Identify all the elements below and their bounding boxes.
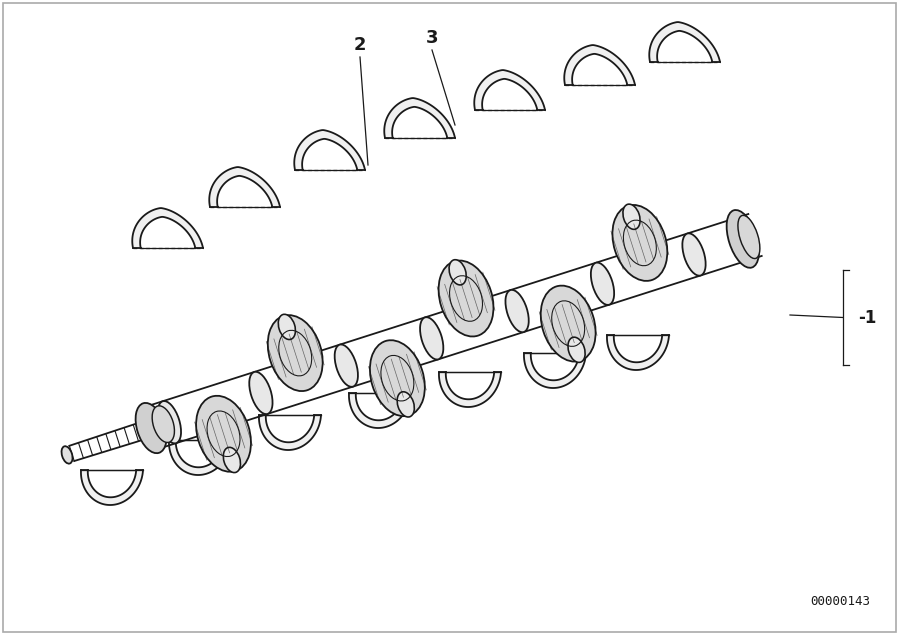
- Text: 3: 3: [426, 29, 438, 47]
- Ellipse shape: [682, 233, 706, 276]
- Ellipse shape: [196, 396, 251, 472]
- Ellipse shape: [152, 406, 175, 443]
- Ellipse shape: [623, 204, 640, 229]
- Ellipse shape: [249, 371, 273, 414]
- Ellipse shape: [726, 210, 759, 268]
- Text: 00000143: 00000143: [810, 595, 870, 608]
- Ellipse shape: [591, 263, 614, 305]
- Ellipse shape: [158, 401, 181, 443]
- Polygon shape: [564, 45, 635, 85]
- Ellipse shape: [278, 314, 295, 340]
- Ellipse shape: [506, 290, 528, 332]
- Polygon shape: [439, 372, 501, 407]
- Polygon shape: [259, 415, 321, 450]
- Polygon shape: [294, 130, 365, 170]
- Ellipse shape: [568, 337, 585, 363]
- Ellipse shape: [612, 205, 667, 281]
- Polygon shape: [384, 98, 455, 138]
- Polygon shape: [210, 167, 280, 207]
- Polygon shape: [524, 353, 586, 388]
- Polygon shape: [349, 393, 411, 428]
- Text: -1: -1: [858, 309, 877, 327]
- Polygon shape: [474, 70, 545, 110]
- Ellipse shape: [335, 344, 358, 387]
- Polygon shape: [607, 335, 669, 370]
- Ellipse shape: [223, 447, 240, 472]
- Polygon shape: [649, 22, 720, 62]
- Ellipse shape: [370, 340, 425, 416]
- Text: 2: 2: [354, 36, 366, 54]
- Ellipse shape: [397, 392, 414, 417]
- Ellipse shape: [420, 317, 444, 359]
- Polygon shape: [132, 208, 203, 248]
- Ellipse shape: [738, 215, 760, 258]
- Polygon shape: [169, 440, 231, 475]
- Ellipse shape: [268, 315, 323, 391]
- Ellipse shape: [449, 260, 466, 285]
- Polygon shape: [81, 470, 143, 505]
- Ellipse shape: [541, 286, 596, 361]
- Ellipse shape: [61, 446, 73, 464]
- Ellipse shape: [136, 403, 166, 453]
- Ellipse shape: [438, 260, 493, 337]
